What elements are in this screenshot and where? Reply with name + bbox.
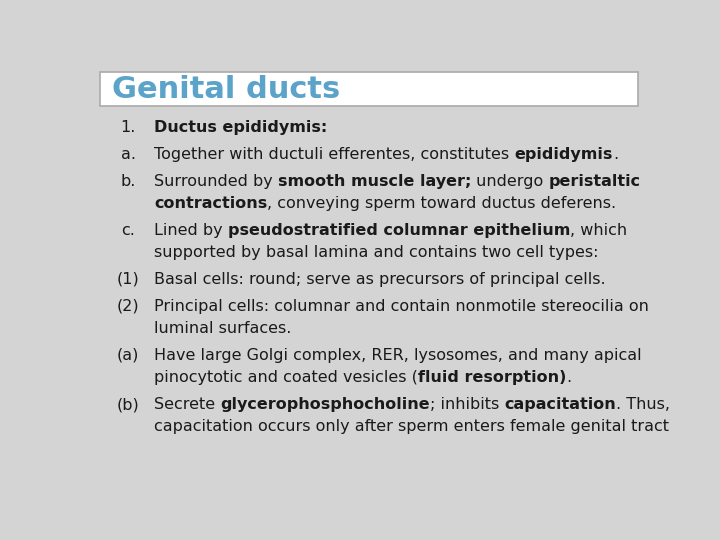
Text: . Thus,: . Thus, <box>616 397 670 412</box>
Text: Ductus epididymis:: Ductus epididymis: <box>154 120 328 134</box>
Text: a.: a. <box>121 147 135 161</box>
Text: ; inhibits: ; inhibits <box>430 397 505 412</box>
Text: supported by basal lamina and contains two cell types:: supported by basal lamina and contains t… <box>154 245 598 260</box>
Text: peristaltic: peristaltic <box>549 174 641 189</box>
Text: capacitation occurs only after sperm enters female genital tract: capacitation occurs only after sperm ent… <box>154 419 669 434</box>
Text: epididymis: epididymis <box>514 147 613 161</box>
Text: pinocytotic and coated vesicles (: pinocytotic and coated vesicles ( <box>154 370 418 385</box>
Text: (1): (1) <box>117 272 140 287</box>
Text: pseudostratified columnar epithelium: pseudostratified columnar epithelium <box>228 223 570 238</box>
Text: Secrete: Secrete <box>154 397 220 412</box>
Text: fluid resorption): fluid resorption) <box>418 370 567 385</box>
Text: Lined by: Lined by <box>154 223 228 238</box>
FancyBboxPatch shape <box>100 72 638 106</box>
Text: .: . <box>567 370 572 385</box>
Text: 1.: 1. <box>121 120 136 134</box>
Text: contractions: contractions <box>154 196 267 211</box>
Text: b.: b. <box>121 174 136 189</box>
Text: Have large Golgi complex, RER, lysosomes, and many apical: Have large Golgi complex, RER, lysosomes… <box>154 348 642 363</box>
Text: (a): (a) <box>117 348 139 363</box>
Text: (b): (b) <box>117 397 140 412</box>
Text: Genital ducts: Genital ducts <box>112 75 341 104</box>
Text: Together with ductuli efferentes, constitutes: Together with ductuli efferentes, consti… <box>154 147 514 161</box>
Text: c.: c. <box>121 223 135 238</box>
Text: , which: , which <box>570 223 627 238</box>
Text: glycerophosphocholine: glycerophosphocholine <box>220 397 430 412</box>
Text: Principal cells: columnar and contain nonmotile stereocilia on: Principal cells: columnar and contain no… <box>154 299 649 314</box>
Text: .: . <box>613 147 618 161</box>
Text: undergo: undergo <box>472 174 549 189</box>
Text: capacitation: capacitation <box>505 397 616 412</box>
Text: , conveying sperm toward ductus deferens.: , conveying sperm toward ductus deferens… <box>267 196 616 211</box>
Text: Surrounded by: Surrounded by <box>154 174 278 189</box>
Text: Basal cells: round; serve as precursors of principal cells.: Basal cells: round; serve as precursors … <box>154 272 606 287</box>
Text: smooth muscle layer;: smooth muscle layer; <box>278 174 472 189</box>
Text: (2): (2) <box>117 299 140 314</box>
Text: luminal surfaces.: luminal surfaces. <box>154 321 292 336</box>
